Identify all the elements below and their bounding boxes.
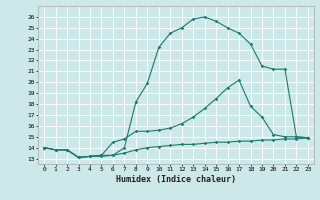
X-axis label: Humidex (Indice chaleur): Humidex (Indice chaleur) (116, 175, 236, 184)
